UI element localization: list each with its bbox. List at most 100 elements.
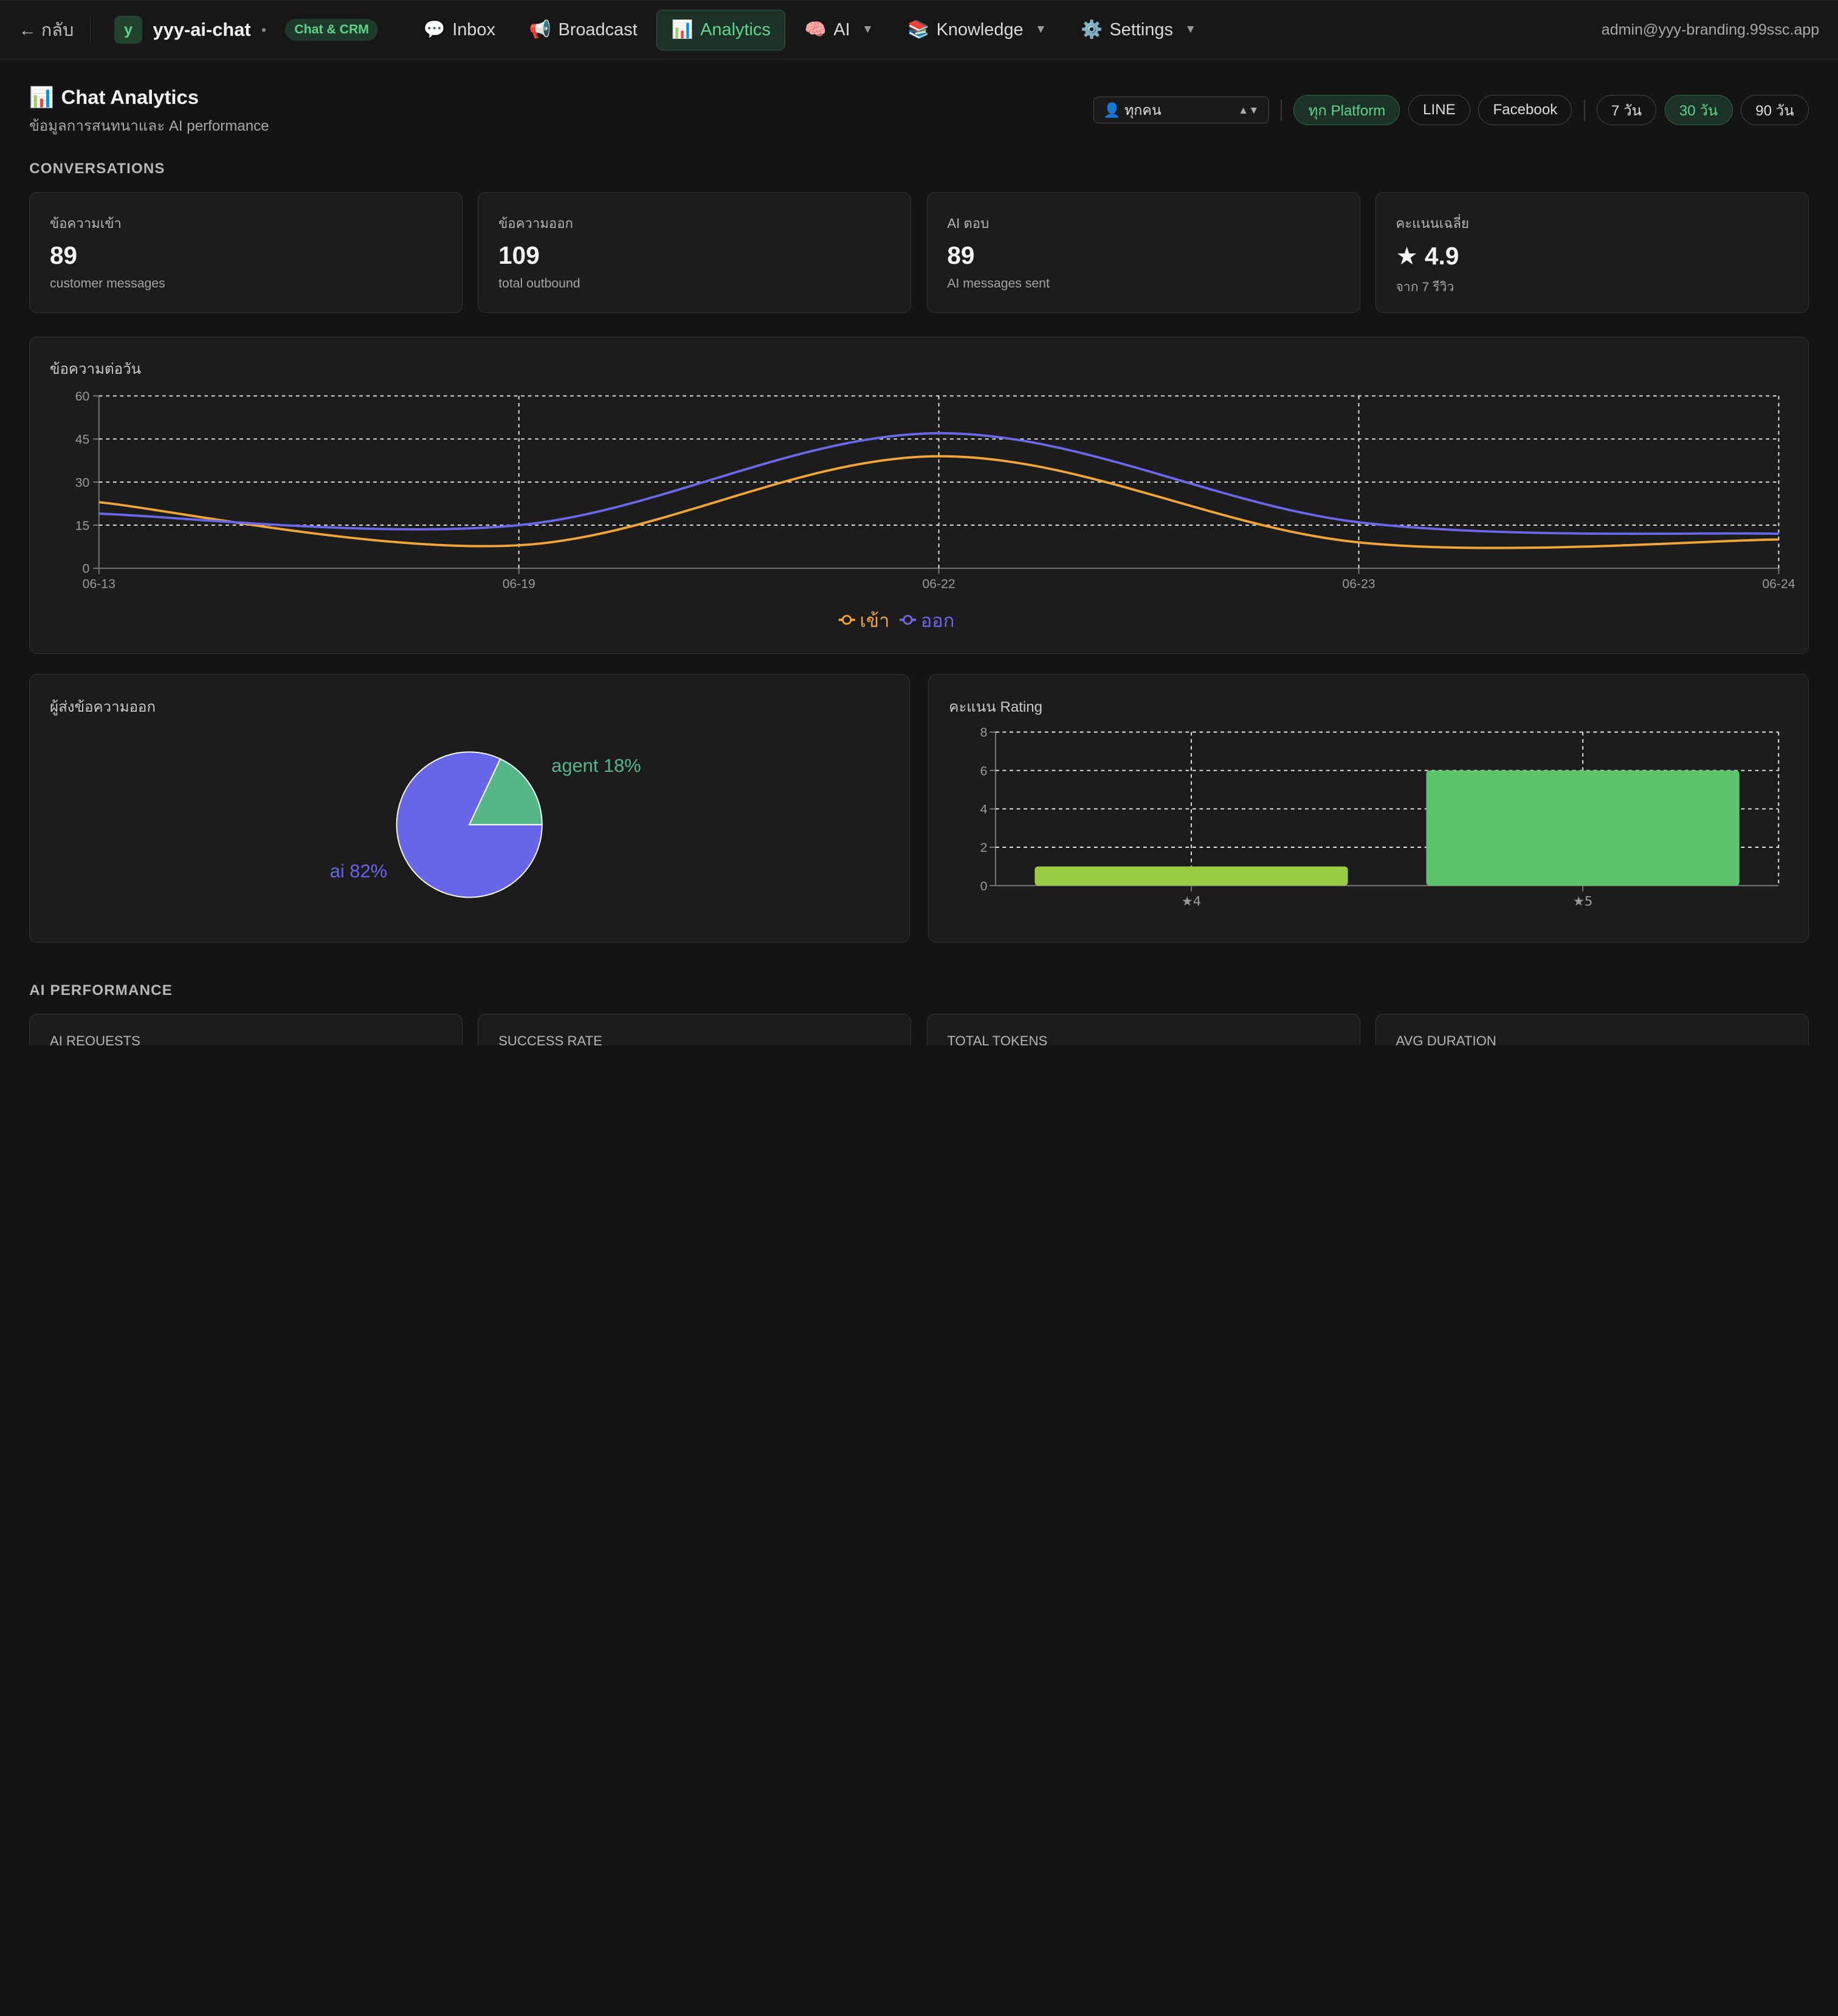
nav-analytics-label: Analytics [700, 19, 771, 40]
stat-label: ข้อความเข้า [49, 216, 122, 232]
back-button[interactable]: ← กลับ [18, 16, 91, 43]
section-ai-performance: AI PERFORMANCE [29, 982, 173, 999]
workspace-name: yyy-ai-chat [153, 19, 251, 41]
chart-icon: 📊 [29, 85, 55, 108]
pie-label-ai: ai 82% [330, 861, 387, 882]
messages-per-day-panel: ข้อความต่อวัน 0 15 30 45 60 06-13 06-19 06-22 06… [29, 336, 1809, 655]
page-subtitle: ข้อมูลการสนทนาและ AI performance [29, 118, 269, 135]
stat-card-ai-replies: AI ตอบ 89 AI messages sent [926, 192, 1360, 313]
x-tick-label: ★4 [1182, 894, 1202, 909]
nav-analytics[interactable]: 📊 Analytics [656, 9, 785, 50]
product-badge: Chat & CRM [285, 19, 379, 41]
stat-card-avg-duration: AVG DURATION [1375, 1014, 1809, 1046]
series-line-ออก [98, 432, 1779, 535]
nav-inbox-label: Inbox [452, 19, 495, 40]
stat-card-rating: คะแนนเฉลี่ย ★ 4.9 จาก 7 รีวิว [1375, 192, 1809, 313]
page-header: 📊 Chat Analytics ข้อมูลการสนทนาและ AI pe… [29, 86, 269, 138]
platform-chip-line[interactable]: LINE [1408, 95, 1470, 126]
series-line-เข้า [98, 455, 1779, 549]
stat-label: AI ตอบ [947, 216, 990, 232]
stat-hint: AI messages sent [947, 277, 1050, 291]
y-tick-label: 8 [980, 726, 988, 740]
chart-title: คะแนน Rating [949, 698, 1043, 715]
nav-inbox[interactable]: 💬 Inbox [408, 10, 510, 50]
stat-hint: จาก 7 รีวิว [1396, 280, 1454, 295]
page-title: 📊 Chat Analytics [29, 86, 269, 109]
chevron-down-icon: ▼ [1185, 23, 1197, 36]
workspace-switcher[interactable]: y yyy-ai-chat • [114, 16, 266, 44]
legend-label: ออก [921, 610, 955, 631]
bar-chart: 0 2 4 6 8 ★4 ★5 [980, 726, 1780, 909]
top-nav: ← กลับ y yyy-ai-chat • Chat & CRM 💬 Inbo… [0, 0, 1838, 60]
filter-bar: 👤 ทุกคน ▲▼ ทุก Platform LINE Facebook 7 … [1093, 95, 1809, 126]
pie-label-agent: agent 18% [551, 755, 641, 776]
megaphone-icon: 📢 [529, 20, 551, 40]
stat-label: SUCCESS RATE [498, 1033, 602, 1046]
brain-icon: 🧠 [804, 20, 827, 40]
workspace-avatar: y [114, 16, 143, 44]
stat-card-outgoing: ข้อความออก 109 total outbound [478, 192, 912, 313]
y-tick-label: 0 [83, 562, 90, 576]
stat-card-incoming: ข้อความเข้า 89 customer messages [29, 192, 463, 313]
pie-slice-ai [396, 751, 543, 898]
nav-settings[interactable]: ⚙️ Settings ▼ [1066, 10, 1211, 50]
main-nav: 💬 Inbox 📢 Broadcast 📊 Analytics 🧠 AI ▼ 📚… [408, 9, 1211, 50]
x-tick-label: 06-19 [503, 577, 535, 591]
bar-★5 [1426, 770, 1740, 886]
chart-title: ข้อความต่อวัน [49, 361, 142, 378]
legend-label: เข้า [860, 610, 890, 631]
stat-value: 89 [49, 241, 78, 269]
account-email[interactable]: admin@yyy-branding.99ssc.app [1601, 21, 1820, 38]
analytics-page: ← กลับ y yyy-ai-chat • Chat & CRM 💬 Inbo… [0, 0, 1838, 1046]
rating-panel: คะแนน Rating 0 2 4 6 8 ★4 ★5 [928, 673, 1809, 943]
platform-chip-all[interactable]: ทุก Platform [1293, 95, 1400, 126]
page-title-text: Chat Analytics [61, 86, 199, 109]
x-tick-label: 06-22 [923, 577, 955, 591]
stat-label: TOTAL TOKENS [947, 1033, 1048, 1046]
nav-broadcast-label: Broadcast [558, 19, 638, 40]
ai-stats: AI REQUESTS SUCCESS RATE TOTAL TOKENS AV… [29, 1014, 1809, 1046]
divider [1583, 99, 1585, 121]
y-tick-label: 0 [980, 879, 988, 893]
nav-knowledge-label: Knowledge [936, 19, 1024, 40]
stat-value: ★ 4.9 [1396, 241, 1459, 270]
workspace-dot: • [261, 21, 267, 38]
nav-broadcast[interactable]: 📢 Broadcast [515, 10, 652, 50]
line-chart: 0 15 30 45 60 06-13 06-19 06-22 06-23 06-24 เข้า ออ… [75, 390, 1795, 631]
chevron-down-icon: ▼ [861, 23, 874, 36]
agent-select-value: 👤 ทุกคน [1103, 101, 1162, 118]
y-tick-label: 60 [75, 390, 90, 404]
platform-chip-facebook[interactable]: Facebook [1478, 95, 1572, 126]
y-tick-label: 15 [75, 518, 90, 532]
range-chip-7[interactable]: 7 วัน [1596, 95, 1657, 126]
stat-value: 109 [498, 241, 540, 269]
stat-card-ai-requests: AI REQUESTS [29, 1014, 463, 1046]
conversation-stats: ข้อความเข้า 89 customer messages ข้อความ… [29, 192, 1809, 313]
stat-label: ข้อความออก [498, 216, 573, 232]
chevron-down-icon: ▼ [1034, 23, 1047, 36]
y-tick-label: 2 [980, 841, 988, 855]
stat-card-success-rate: SUCCESS RATE [478, 1014, 912, 1046]
x-tick-label: ★5 [1573, 894, 1593, 909]
bar-★4 [1034, 866, 1349, 886]
y-tick-label: 30 [75, 475, 90, 489]
stat-label: AVG DURATION [1396, 1033, 1496, 1046]
x-tick-label: 06-23 [1343, 577, 1375, 591]
nav-ai[interactable]: 🧠 AI ▼ [790, 10, 889, 50]
stat-hint: customer messages [49, 277, 165, 291]
books-icon: 📚 [907, 20, 930, 40]
nav-knowledge[interactable]: 📚 Knowledge ▼ [893, 10, 1061, 50]
nav-settings-label: Settings [1109, 19, 1173, 40]
back-label: ← กลับ [18, 21, 74, 41]
stat-hint: total outbound [498, 277, 580, 291]
y-tick-label: 45 [75, 433, 90, 447]
range-chip-30[interactable]: 30 วัน [1664, 95, 1733, 126]
divider [1281, 99, 1282, 121]
pie-chart: agent 18% ai 82% [330, 751, 641, 898]
pie-slice-agent [468, 758, 543, 825]
y-tick-label: 4 [980, 802, 988, 816]
agent-select[interactable]: 👤 ทุกคน ▲▼ [1093, 97, 1269, 124]
gear-icon: ⚙️ [1080, 20, 1103, 40]
range-chip-90[interactable]: 90 วัน [1741, 95, 1809, 126]
stat-label: AI REQUESTS [49, 1033, 140, 1046]
